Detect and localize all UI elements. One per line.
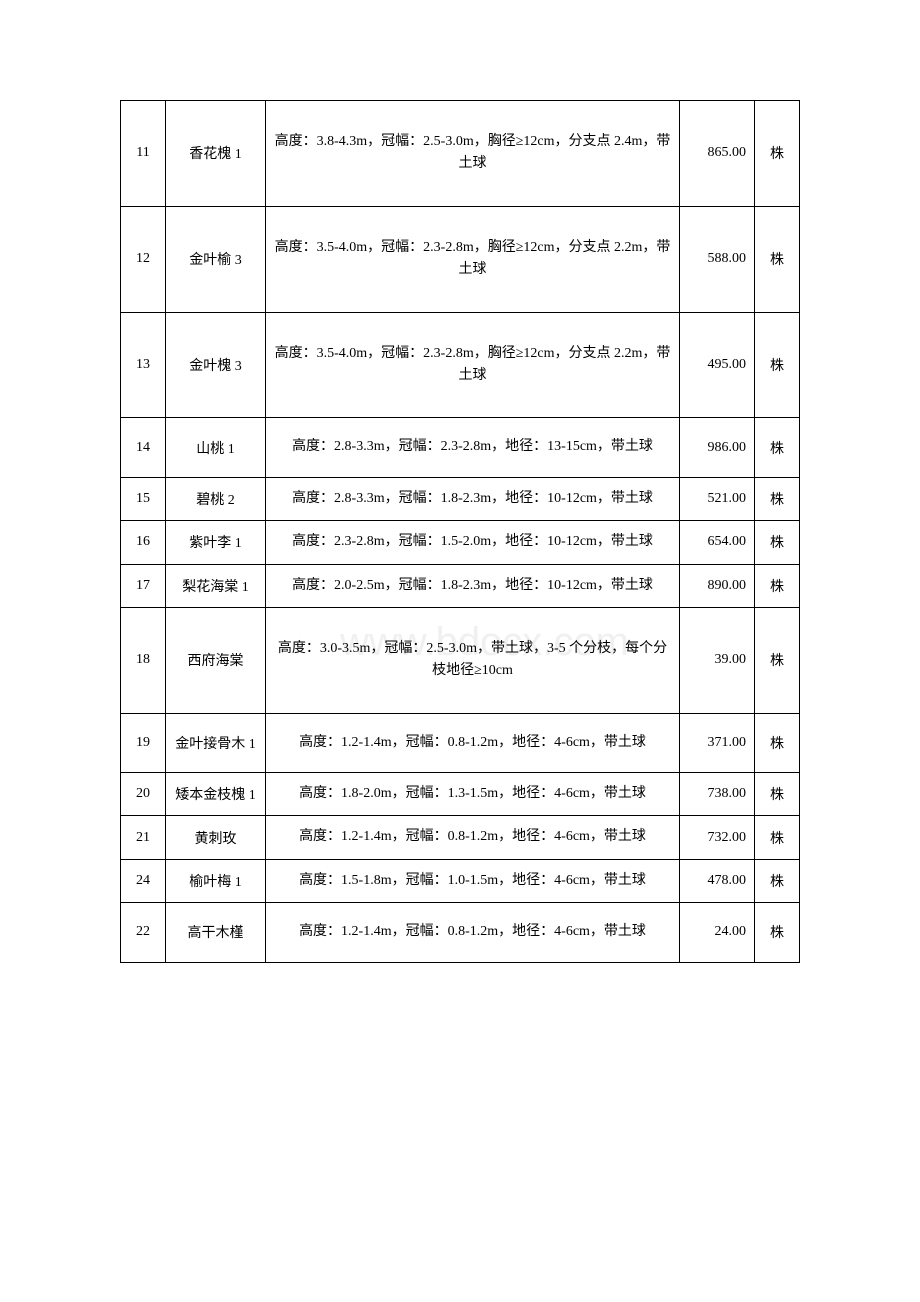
- cell-desc: 高度：1.5-1.8m，冠幅：1.0-1.5m，地径：4-6cm，带土球: [266, 859, 680, 902]
- table-row: 21黄刺玫高度：1.2-1.4m，冠幅：0.8-1.2m，地径：4-6cm，带土…: [121, 816, 800, 859]
- cell-price: 986.00: [680, 418, 755, 477]
- cell-name: 榆叶梅 1: [166, 859, 266, 902]
- cell-id: 18: [121, 607, 166, 713]
- cell-desc: 高度：1.2-1.4m，冠幅：0.8-1.2m，地径：4-6cm，带土球: [266, 713, 680, 772]
- table-row: 19金叶接骨木 1高度：1.2-1.4m，冠幅：0.8-1.2m，地径：4-6c…: [121, 713, 800, 772]
- cell-unit: 株: [755, 206, 800, 312]
- cell-desc: 高度：2.8-3.3m，冠幅：1.8-2.3m，地径：10-12cm，带土球: [266, 477, 680, 520]
- cell-desc: 高度：3.5-4.0m，冠幅：2.3-2.8m，胸径≥12cm，分支点 2.2m…: [266, 206, 680, 312]
- cell-id: 19: [121, 713, 166, 772]
- cell-id: 22: [121, 903, 166, 962]
- table-row: 24榆叶梅 1高度：1.5-1.8m，冠幅：1.0-1.5m，地径：4-6cm，…: [121, 859, 800, 902]
- cell-desc: 高度：1.2-1.4m，冠幅：0.8-1.2m，地径：4-6cm，带土球: [266, 816, 680, 859]
- table-row: 16紫叶李 1高度：2.3-2.8m，冠幅：1.5-2.0m，地径：10-12c…: [121, 521, 800, 564]
- cell-id: 11: [121, 101, 166, 207]
- cell-unit: 株: [755, 607, 800, 713]
- cell-id: 21: [121, 816, 166, 859]
- table-row: 13金叶槐 3高度：3.5-4.0m，冠幅：2.3-2.8m，胸径≥12cm，分…: [121, 312, 800, 418]
- cell-name: 黄刺玫: [166, 816, 266, 859]
- cell-price: 24.00: [680, 903, 755, 962]
- cell-desc: 高度：3.5-4.0m，冠幅：2.3-2.8m，胸径≥12cm，分支点 2.2m…: [266, 312, 680, 418]
- cell-desc: 高度：1.2-1.4m，冠幅：0.8-1.2m，地径：4-6cm，带土球: [266, 903, 680, 962]
- cell-name: 香花槐 1: [166, 101, 266, 207]
- cell-name: 山桃 1: [166, 418, 266, 477]
- cell-price: 738.00: [680, 773, 755, 816]
- table-row: 15碧桃 2高度：2.8-3.3m，冠幅：1.8-2.3m，地径：10-12cm…: [121, 477, 800, 520]
- cell-unit: 株: [755, 477, 800, 520]
- cell-price: 371.00: [680, 713, 755, 772]
- table-row: 11香花槐 1高度：3.8-4.3m，冠幅：2.5-3.0m，胸径≥12cm，分…: [121, 101, 800, 207]
- table-row: 18西府海棠高度：3.0-3.5m，冠幅：2.5-3.0m，带土球，3-5 个分…: [121, 607, 800, 713]
- table-row: 14山桃 1高度：2.8-3.3m，冠幅：2.3-2.8m，地径：13-15cm…: [121, 418, 800, 477]
- cell-unit: 株: [755, 101, 800, 207]
- cell-name: 金叶接骨木 1: [166, 713, 266, 772]
- cell-name: 矮本金枝槐 1: [166, 773, 266, 816]
- cell-desc: 高度：2.3-2.8m，冠幅：1.5-2.0m，地径：10-12cm，带土球: [266, 521, 680, 564]
- table-row: 12金叶榆 3高度：3.5-4.0m，冠幅：2.3-2.8m，胸径≥12cm，分…: [121, 206, 800, 312]
- cell-name: 金叶榆 3: [166, 206, 266, 312]
- cell-id: 13: [121, 312, 166, 418]
- cell-unit: 株: [755, 859, 800, 902]
- cell-name: 紫叶李 1: [166, 521, 266, 564]
- cell-desc: 高度：3.0-3.5m，冠幅：2.5-3.0m，带土球，3-5 个分枝，每个分枝…: [266, 607, 680, 713]
- cell-id: 12: [121, 206, 166, 312]
- cell-unit: 株: [755, 816, 800, 859]
- cell-price: 588.00: [680, 206, 755, 312]
- table-row: 20矮本金枝槐 1高度：1.8-2.0m，冠幅：1.3-1.5m，地径：4-6c…: [121, 773, 800, 816]
- cell-desc: 高度：1.8-2.0m，冠幅：1.3-1.5m，地径：4-6cm，带土球: [266, 773, 680, 816]
- cell-name: 梨花海棠 1: [166, 564, 266, 607]
- cell-unit: 株: [755, 521, 800, 564]
- cell-price: 732.00: [680, 816, 755, 859]
- cell-id: 17: [121, 564, 166, 607]
- cell-id: 15: [121, 477, 166, 520]
- cell-desc: 高度：2.8-3.3m，冠幅：2.3-2.8m，地径：13-15cm，带土球: [266, 418, 680, 477]
- cell-unit: 株: [755, 312, 800, 418]
- cell-unit: 株: [755, 564, 800, 607]
- cell-desc: 高度：3.8-4.3m，冠幅：2.5-3.0m，胸径≥12cm，分支点 2.4m…: [266, 101, 680, 207]
- table-row: 17梨花海棠 1高度：2.0-2.5m，冠幅：1.8-2.3m，地径：10-12…: [121, 564, 800, 607]
- cell-price: 521.00: [680, 477, 755, 520]
- cell-id: 16: [121, 521, 166, 564]
- plant-spec-table: 11香花槐 1高度：3.8-4.3m，冠幅：2.5-3.0m，胸径≥12cm，分…: [120, 100, 800, 963]
- cell-price: 495.00: [680, 312, 755, 418]
- cell-unit: 株: [755, 713, 800, 772]
- cell-price: 890.00: [680, 564, 755, 607]
- table-body: 11香花槐 1高度：3.8-4.3m，冠幅：2.5-3.0m，胸径≥12cm，分…: [121, 101, 800, 963]
- cell-unit: 株: [755, 773, 800, 816]
- cell-price: 478.00: [680, 859, 755, 902]
- cell-name: 碧桃 2: [166, 477, 266, 520]
- cell-id: 20: [121, 773, 166, 816]
- cell-id: 14: [121, 418, 166, 477]
- cell-name: 金叶槐 3: [166, 312, 266, 418]
- cell-price: 865.00: [680, 101, 755, 207]
- cell-unit: 株: [755, 418, 800, 477]
- cell-price: 654.00: [680, 521, 755, 564]
- cell-name: 西府海棠: [166, 607, 266, 713]
- cell-unit: 株: [755, 903, 800, 962]
- cell-desc: 高度：2.0-2.5m，冠幅：1.8-2.3m，地径：10-12cm，带土球: [266, 564, 680, 607]
- cell-id: 24: [121, 859, 166, 902]
- table-row: 22高干木槿高度：1.2-1.4m，冠幅：0.8-1.2m，地径：4-6cm，带…: [121, 903, 800, 962]
- cell-price: 39.00: [680, 607, 755, 713]
- cell-name: 高干木槿: [166, 903, 266, 962]
